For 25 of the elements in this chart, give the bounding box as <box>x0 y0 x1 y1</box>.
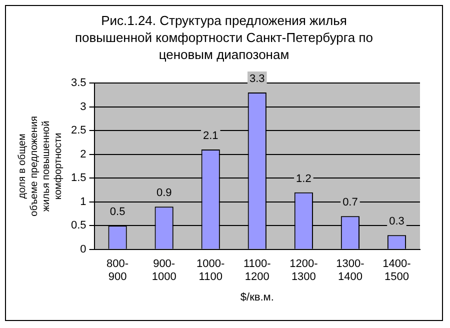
data-label: 2.1 <box>202 130 218 142</box>
y-tick-label: 2 <box>80 148 86 160</box>
x-tick-label: 1100-1200 <box>243 258 272 284</box>
y-tick-label: 0.5 <box>70 220 86 232</box>
y-tick-label: 3 <box>80 100 86 113</box>
y-tick-label: 0 <box>80 243 86 256</box>
data-label: 1.2 <box>296 172 312 185</box>
x-axis-title: $/кв.м. <box>240 291 274 304</box>
data-label: 0.3 <box>389 216 404 228</box>
y-tick-label: 1 <box>80 196 86 208</box>
x-tick-label: 1200-1300 <box>290 258 318 284</box>
data-label: 0.7 <box>342 196 358 209</box>
x-tick-label: 900-1000 <box>152 258 176 284</box>
x-tick-label: 800-900 <box>106 258 129 284</box>
x-tick-label: 1400-1500 <box>382 258 412 284</box>
y-tick-label: 3.5 <box>70 77 86 90</box>
data-label: 0.5 <box>110 206 126 218</box>
chart-title: Рис.1.24. Структура предложения жилья повышенной комфортности Санкт-Петербурга по ценовым диапозонам <box>74 12 374 63</box>
x-tick-label: 1000-1100 <box>196 258 226 284</box>
x-tick-label: 1300-1400 <box>336 258 365 284</box>
y-tick-label: 1.5 <box>70 172 86 184</box>
data-label: 3.3 <box>249 73 265 86</box>
y-tick-label: 2.5 <box>70 124 86 137</box>
y-axis-title: доля в общем объеме предложения жилья повышенной комфортности <box>16 116 64 216</box>
data-label: 0.9 <box>156 187 172 200</box>
